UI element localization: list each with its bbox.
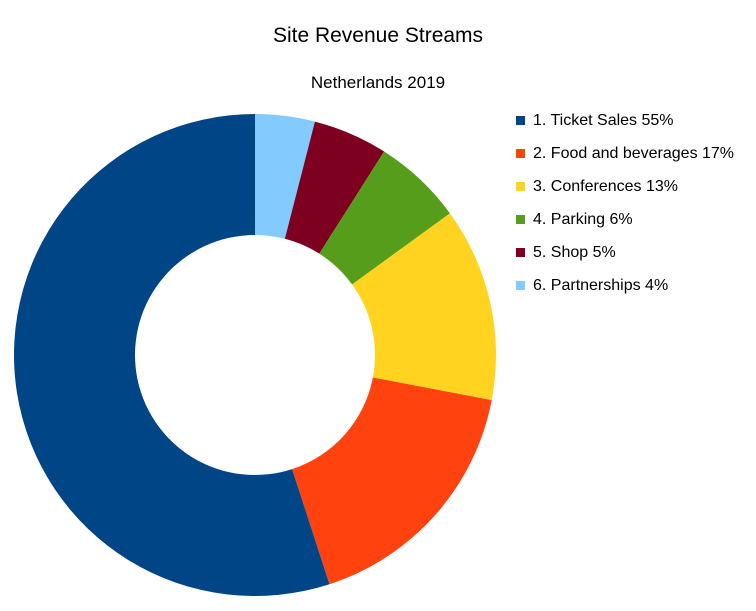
slice-4 [319, 151, 450, 285]
legend-label: 4. Parking 6% [533, 210, 633, 228]
legend: 1. Ticket Sales 55% 2. Food and beverages… [516, 104, 734, 302]
slice-6 [255, 114, 315, 239]
slice-3 [352, 213, 496, 401]
legend-swatch [516, 281, 525, 290]
legend-swatch [516, 248, 525, 257]
chart-title: Site Revenue Streams [272, 24, 484, 47]
legend-swatch [516, 215, 525, 224]
legend-swatch [516, 116, 525, 125]
legend-item-6: 6. Partnerships 4% [516, 269, 734, 302]
legend-label: 3. Conferences 13% [533, 177, 678, 195]
legend-label: 5. Shop 5% [533, 243, 616, 261]
slice-5 [284, 121, 385, 254]
legend-item-1: 1. Ticket Sales 55% [516, 104, 734, 137]
legend-label: 2. Food and beverages 17% [533, 144, 735, 162]
slice-1 [14, 114, 330, 596]
legend-item-4: 4. Parking 6% [516, 203, 734, 236]
legend-label: 1. Ticket Sales 55% [533, 111, 674, 129]
legend-item-3: 3. Conferences 13% [516, 170, 734, 203]
legend-item-2: 2. Food and beverages 17% [516, 137, 734, 170]
legend-swatch [516, 182, 525, 191]
legend-item-5: 5. Shop 5% [516, 236, 734, 269]
legend-label: 6. Partnerships 4% [533, 276, 669, 294]
legend-swatch [516, 149, 525, 158]
slice-2 [292, 377, 492, 585]
chart-subtitle: Netherlands 2019 [310, 73, 446, 92]
